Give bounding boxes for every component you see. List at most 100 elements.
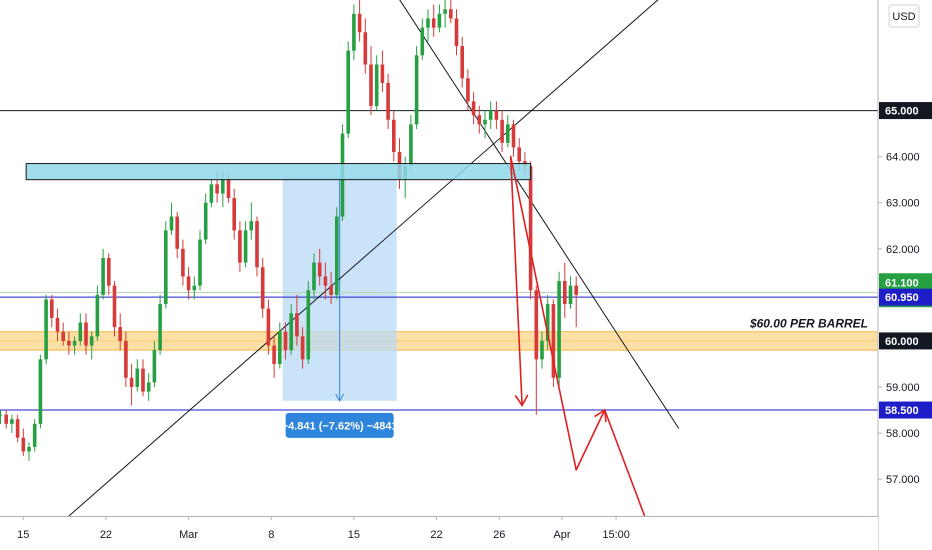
candle-body — [50, 299, 54, 318]
candle — [437, 4, 442, 33]
price-tick-label: 64.000 — [886, 152, 920, 164]
candle-body — [0, 414, 3, 416]
candle — [443, 0, 447, 28]
candle — [129, 363, 134, 406]
candle — [534, 285, 539, 415]
candle — [72, 336, 77, 355]
candle-body — [181, 248, 185, 277]
candle — [238, 221, 242, 272]
candle — [203, 193, 208, 245]
price-line-tag — [879, 401, 932, 419]
candle-body — [78, 322, 83, 341]
trendline[interactable] — [68, 0, 679, 517]
candle — [346, 41, 350, 139]
candle-body — [44, 299, 48, 360]
measure-arrow-head — [335, 393, 345, 402]
candle-body — [506, 124, 510, 143]
candle — [506, 115, 510, 148]
candle-body — [141, 368, 145, 392]
candle — [352, 4, 356, 60]
candle-body — [152, 350, 157, 383]
last-price-label: 61.100 — [885, 277, 919, 289]
candle — [255, 216, 259, 277]
candle — [540, 331, 544, 369]
candle-body — [203, 202, 208, 240]
candle-body — [306, 290, 311, 360]
candle — [21, 428, 26, 457]
candle-body — [112, 285, 117, 328]
candle-body — [449, 9, 453, 19]
candle-body — [494, 110, 499, 120]
candle — [283, 322, 288, 360]
candle — [306, 281, 311, 364]
candle-body — [460, 46, 464, 79]
candle — [95, 285, 100, 341]
candle-body — [295, 313, 299, 337]
price-tick-label: 57.000 — [886, 474, 920, 486]
candle — [4, 410, 8, 429]
candle-body — [21, 437, 26, 452]
candle — [295, 294, 299, 346]
candle-body — [38, 359, 43, 424]
measure-label-box — [285, 412, 394, 438]
candle — [55, 308, 60, 341]
candle — [272, 336, 276, 378]
candle — [0, 410, 3, 424]
candle — [574, 276, 578, 328]
price-line-tag — [879, 288, 932, 306]
candle-body — [61, 331, 65, 341]
candle-body — [568, 285, 573, 305]
candle-body — [335, 216, 339, 295]
candle — [135, 359, 140, 392]
candle — [545, 294, 550, 351]
candle — [249, 202, 254, 240]
candle — [181, 239, 185, 286]
candle — [563, 262, 567, 318]
time-tick-label: 15 — [17, 529, 29, 541]
candle-body — [221, 179, 225, 194]
candle-body — [118, 327, 122, 341]
candle-body — [249, 221, 254, 231]
candle — [420, 18, 425, 60]
time-tick-label: 8 — [268, 529, 274, 541]
candle-body — [392, 119, 396, 153]
candle — [449, 0, 453, 24]
candle-body — [192, 285, 197, 291]
price-tick-label: 58.000 — [886, 428, 920, 440]
candle-body — [135, 368, 140, 387]
candle-body — [380, 64, 385, 83]
price-tick-label: 62.000 — [886, 244, 920, 256]
projection-path[interactable] — [509, 155, 646, 517]
candle-body — [534, 290, 539, 360]
candle-body — [477, 115, 482, 125]
candle — [158, 294, 162, 355]
candle — [528, 161, 533, 300]
resistance-zone[interactable] — [25, 163, 532, 181]
candle-body — [488, 110, 493, 120]
currency-button[interactable]: USD — [888, 4, 920, 28]
candle-body — [346, 50, 350, 134]
candle-body — [426, 18, 430, 28]
candle — [152, 340, 157, 387]
candle-body — [158, 304, 162, 351]
candle — [27, 442, 31, 461]
candle — [50, 294, 54, 328]
candle-body — [55, 317, 60, 332]
candle — [15, 414, 20, 443]
candle — [511, 119, 516, 157]
candle-body — [500, 119, 504, 143]
candle — [500, 110, 504, 153]
candle — [44, 294, 48, 364]
candle-body — [278, 331, 282, 364]
candle-body — [198, 239, 202, 286]
candle — [107, 253, 111, 295]
candle-body — [95, 294, 100, 337]
trendline[interactable] — [394, 0, 680, 429]
candle-body — [101, 258, 105, 295]
candle-body — [238, 230, 242, 263]
candle — [477, 105, 482, 134]
candle-body — [124, 340, 128, 378]
lines-layer — [0, 0, 878, 517]
candle-body — [551, 304, 556, 378]
